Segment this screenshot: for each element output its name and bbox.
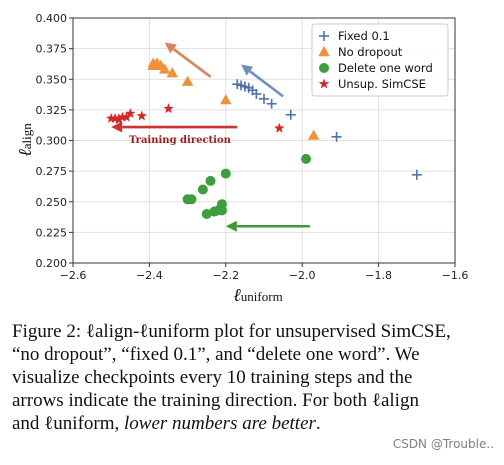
x-axis-subscript: uniform [241,289,283,304]
legend-item: Delete one word [319,61,433,75]
data-point [181,75,194,86]
data-point [301,153,312,164]
data-point [125,108,136,118]
training-direction-label: Training direction [129,135,232,146]
training-arrows [111,42,310,232]
x-tick-label: −1.6 [442,269,469,282]
caption-line-2: “no dropout”, “fixed 0.1”, and “delete o… [12,344,420,365]
y-axis-subscript: align [19,123,34,149]
data-point [105,112,117,123]
data-point [136,110,147,121]
plot-frame [72,17,456,264]
y-tick-label: 0.350 [36,73,68,86]
x-tick-label: −2.2 [212,269,239,282]
green-arrow [225,220,310,232]
data-points [105,57,422,219]
legend-marker [319,63,329,73]
data-point [266,98,277,109]
data-point [220,168,231,179]
y-tick-label: 0.250 [36,196,68,209]
caption-line-3: visualize checkpoints every 10 training … [12,367,413,388]
figure-caption: Figure 2: ℓalign-ℓuniform plot for unsup… [12,320,494,435]
red-arrow [111,121,238,133]
legend-marker [318,78,330,89]
data-point [121,111,132,122]
data-point [197,184,208,195]
legend-label: No dropout [338,45,403,59]
legend-label: Fixed 0.1 [338,29,390,43]
legend: Fixed 0.1 No dropout Delete one word Unsup.… [311,23,449,97]
y-axis-label: ℓalign [15,123,35,157]
data-point [307,129,320,140]
caption-line-5-end: . [315,413,321,434]
y-tick-label: 0.200 [36,257,68,270]
y-tick-label: 0.325 [36,104,68,117]
legend-marker [318,46,330,57]
series-fixed-0-1 [232,79,422,180]
caption-line-1: Figure 2: ℓalign-ℓuniform plot for unsup… [12,321,451,342]
axis-ticks: −2.6 −2.4 −2.2 −2.0 −1.8 −1.6 0.200 0.225 0.250 0… [36,12,469,282]
x-tick-label: −1.8 [365,269,392,282]
y-tick-label: 0.300 [36,135,68,148]
data-point [205,175,216,186]
y-tick-label: 0.375 [36,43,68,56]
y-tick-label: 0.275 [36,165,68,178]
data-point [216,205,227,216]
series-unsup-simcse [105,103,285,133]
y-tick-label: 0.225 [36,226,68,239]
data-point [166,67,179,78]
y-tick-label: 0.400 [36,12,68,25]
legend-marker [319,31,329,41]
data-point [274,122,285,133]
data-point [201,209,212,219]
scatter-chart: −2.6 −2.4 −2.2 −2.0 −1.8 −1.6 0.200 0.225 0.250 0… [15,12,469,305]
data-point [147,57,159,68]
x-axis-label: ℓuniform [233,285,282,305]
series-no-dropout [147,57,320,140]
x-tick-label: −2.0 [289,269,316,282]
x-tick-label: −2.4 [136,269,163,282]
caption-line-4: arrows indicate the training direction. … [12,390,419,411]
y-axis-symbol: ℓ [15,149,35,157]
caption-emphasis: lower numbers are better [124,413,316,434]
data-point [209,206,220,217]
data-point [182,194,193,205]
orange-arrow [164,42,212,78]
series-delete-one-word [182,153,312,219]
data-point [109,112,121,123]
data-point [411,169,422,180]
legend-item: Unsup. SimCSE [318,77,426,91]
legend-box [311,23,449,97]
data-point [259,93,269,104]
blue-arrow [241,64,284,98]
data-point [163,103,174,114]
legend-item: Fixed 0.1 [319,29,390,43]
data-point [113,114,125,125]
x-axis-symbol: ℓ [233,285,241,305]
legend-label: Delete one word [338,61,433,75]
caption-line-5: and ℓuniform, lower numbers are better. [12,412,494,435]
data-point [220,94,232,105]
watermark: CSDN @Trouble.. [392,437,494,451]
x-tick-label: −2.6 [60,269,87,282]
data-point [331,131,342,142]
data-point [232,79,243,90]
legend-label: Unsup. SimCSE [338,77,426,91]
legend-item: No dropout [318,45,403,59]
caption-line-5-start: and ℓuniform, [12,413,124,434]
data-point [285,109,296,120]
